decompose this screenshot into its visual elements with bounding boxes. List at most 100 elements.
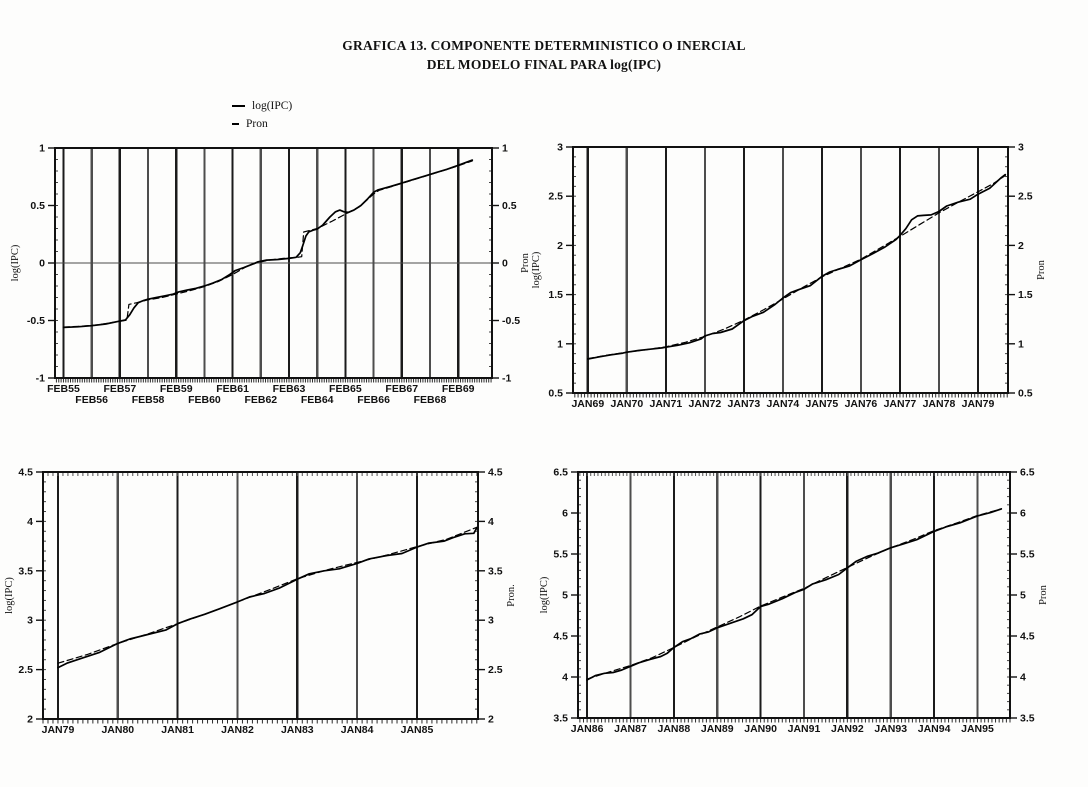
y-tick-label-right: 1 (1018, 338, 1024, 350)
x-tick-label: JAN71 (650, 398, 683, 410)
chart-top-left: 1 1 0.5 0.5 0 0 -0.5 -0.5 -1 -1 FEB55 FEB56 FEB57 FEB… (6, 138, 540, 416)
x-tick-label: JAN95 (961, 723, 994, 735)
y-tick-label-left: 0.5 (548, 388, 563, 400)
x-tick-label: FEB60 (188, 394, 221, 406)
x-tick-label: FEB58 (132, 394, 165, 406)
y-axis-label-left: log(IPC) (4, 577, 15, 614)
dashed-line-icon (232, 123, 239, 125)
legend: log(IPC) Pron (232, 97, 292, 133)
logipc-series-line (586, 508, 1003, 681)
y-tick-label-left: 5.5 (553, 549, 568, 561)
y-tick-label-right: 4.5 (1020, 631, 1035, 643)
x-tick-label: FEB65 (329, 383, 362, 395)
y-tick-label-right: 3.5 (488, 565, 503, 577)
y-axis-label-left: log(IPC) (531, 251, 542, 288)
chart-top-right: 3 3 2.5 2.5 2 2 1.5 1.5 1 1 0.5 0.5 JAN69 JAN70 JAN71 J… (527, 137, 1063, 433)
logipc-series-line (62, 159, 474, 329)
y-tick-label-left: 0 (39, 258, 45, 270)
pron-series-line (57, 526, 478, 664)
x-tick-label: JAN78 (923, 398, 956, 410)
y-tick-label-left: 2.5 (18, 664, 33, 676)
page-subtitle: DEL MODELO FINAL PARA log(IPC) (426, 57, 662, 72)
y-axis-label-right: Pron (1038, 584, 1049, 605)
plot-border (42, 471, 479, 720)
y-axis-label-right: Pron. (506, 584, 517, 606)
y-tick-label-right: 6.5 (1020, 467, 1035, 479)
y-tick-label-right: 5 (1020, 590, 1026, 602)
plot-bottom-left: 4.5 4.5 4 4 3.5 3.5 3 3 2.5 2.5 2 2 JAN79 JAN80 JAN81 J… (4, 467, 517, 737)
y-tick-label-left: 3.5 (18, 565, 33, 577)
y-tick-label-right: 0.5 (1018, 388, 1033, 400)
y-tick-label-right: 6 (1020, 508, 1026, 520)
y-tick-label-right: 2.5 (1018, 191, 1033, 203)
y-tick-label-right: 1.5 (1018, 289, 1033, 301)
x-tick-label: JAN85 (401, 724, 434, 736)
x-tick-label: JAN82 (221, 724, 254, 736)
y-axis-label-left: log(IPC) (539, 576, 550, 613)
y-tick-label-right: 0 (502, 258, 508, 270)
y-tick-label-right: 5.5 (1020, 549, 1035, 561)
x-tick-label: JAN91 (788, 723, 821, 735)
y-tick-label-left: 4.5 (18, 467, 33, 479)
y-tick-label-left: 2.5 (548, 191, 563, 203)
x-tick-label: JAN81 (161, 724, 194, 736)
y-tick-label-left: 5 (562, 590, 568, 602)
plot-top-right: 3 3 2.5 2.5 2 2 1.5 1.5 1 1 0.5 0.5 JAN69 JAN70 JAN71 J… (531, 142, 1047, 411)
pron-series-line (586, 508, 1002, 680)
page-title: GRAFICA 13. COMPONENTE DETERMINISTICO O … (342, 38, 746, 53)
x-tick-label: JAN79 (962, 398, 995, 410)
x-tick-label: JAN69 (571, 398, 604, 410)
y-tick-label-left: 3.5 (553, 713, 568, 725)
x-tick-label: JAN79 (42, 724, 75, 736)
y-tick-label-left: 1.5 (548, 289, 563, 301)
x-tick-label: JAN88 (658, 723, 691, 735)
x-tick-label: FEB59 (160, 383, 193, 395)
y-tick-label-left: 1 (557, 338, 563, 350)
x-tick-label: FEB63 (273, 383, 306, 395)
y-tick-label-left: 3 (27, 615, 33, 627)
x-tick-label: FEB67 (385, 383, 418, 395)
x-tick-label: JAN77 (884, 398, 917, 410)
y-axis-label-right: Pron (520, 252, 531, 273)
y-tick-label-right: 0.5 (502, 200, 517, 212)
x-tick-label: FEB61 (216, 383, 249, 395)
x-tick-label: FEB68 (414, 394, 447, 406)
legend-label: Pron (246, 118, 268, 130)
y-tick-label-right: 2 (488, 714, 494, 726)
x-tick-label: FEB62 (244, 394, 277, 406)
y-tick-label-left: 4.5 (553, 631, 568, 643)
y-axis-label-left: log(IPC) (10, 244, 21, 281)
x-tick-label: JAN93 (874, 723, 907, 735)
x-tick-label: JAN75 (806, 398, 839, 410)
y-tick-label-left: 3 (557, 142, 563, 154)
x-tick-label: JAN89 (701, 723, 734, 735)
y-tick-label-left: 2 (557, 240, 563, 252)
y-tick-label-left: 1 (39, 143, 45, 155)
y-tick-label-left: -1 (36, 373, 45, 385)
plot-top-left: 1 10.5 0.50 0-0.5 -0.5-1 -1FEB55FEB56FEB57FEB… (10, 143, 531, 407)
y-tick-label-right: 4.5 (488, 467, 503, 479)
y-tick-label-left: 4 (27, 516, 33, 528)
x-tick-label: FEB57 (104, 383, 137, 395)
x-tick-label: JAN76 (845, 398, 878, 410)
x-tick-label: JAN70 (610, 398, 643, 410)
pron-series-line (62, 160, 473, 328)
y-tick-label-right: 3 (488, 615, 494, 627)
x-tick-label: JAN94 (918, 723, 951, 735)
logipc-series-line (586, 173, 1007, 360)
y-tick-label-right: 4 (488, 516, 494, 528)
x-tick-label: JAN80 (101, 724, 134, 736)
x-tick-label: JAN90 (744, 723, 777, 735)
plot-border (577, 471, 1011, 719)
y-tick-label-left: 0.5 (30, 200, 45, 212)
pron-series-line (587, 174, 1006, 360)
y-tick-label-right: 3 (1018, 142, 1024, 154)
x-tick-label: JAN83 (281, 724, 314, 736)
y-tick-label-right: -1 (502, 373, 511, 385)
x-tick-label: FEB56 (75, 394, 108, 406)
y-tick-label-left: 2 (27, 714, 33, 726)
y-tick-label-left: -0.5 (27, 315, 45, 327)
y-tick-label-right: 2.5 (488, 664, 503, 676)
y-tick-label-right: 2 (1018, 240, 1024, 252)
